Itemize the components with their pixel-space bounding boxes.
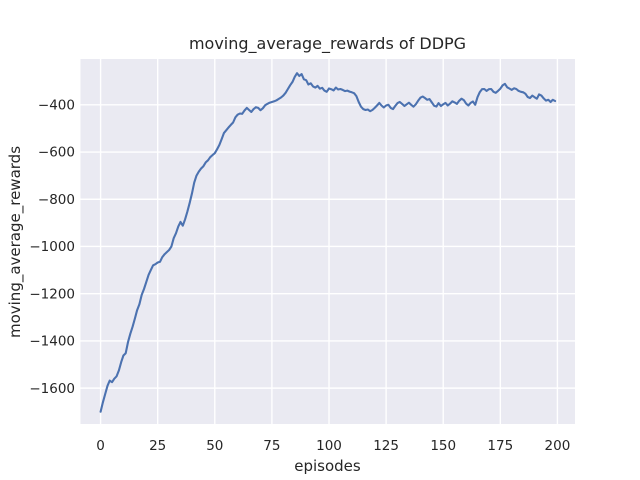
y-tick-label: −1400	[29, 334, 75, 350]
y-tick-label: −1000	[29, 239, 75, 255]
x-tick-label: 75	[263, 438, 280, 454]
x-tick-label: 175	[487, 438, 513, 454]
y-tick-label: −800	[38, 192, 75, 208]
chart-title: moving_average_rewards of DDPG	[188, 34, 467, 53]
y-tick-label: −400	[38, 98, 75, 114]
x-tick-label: 200	[545, 438, 571, 454]
x-tick-label: 0	[96, 438, 105, 454]
plot-area	[80, 59, 575, 424]
y-tick-label: −1600	[29, 381, 75, 397]
y-tick-label: −600	[38, 145, 75, 161]
y-axis-label-text: moving_average_rewards	[6, 145, 24, 339]
x-tick-label: 100	[316, 438, 342, 454]
x-axis-label: episodes	[294, 457, 361, 475]
x-tick-label: 25	[149, 438, 166, 454]
y-tick-label: −1200	[29, 286, 75, 302]
reward-curve	[99, 72, 557, 413]
x-tick-label: 50	[206, 438, 223, 454]
x-tick-label: 150	[430, 438, 456, 454]
x-tick-label: 125	[373, 438, 399, 454]
